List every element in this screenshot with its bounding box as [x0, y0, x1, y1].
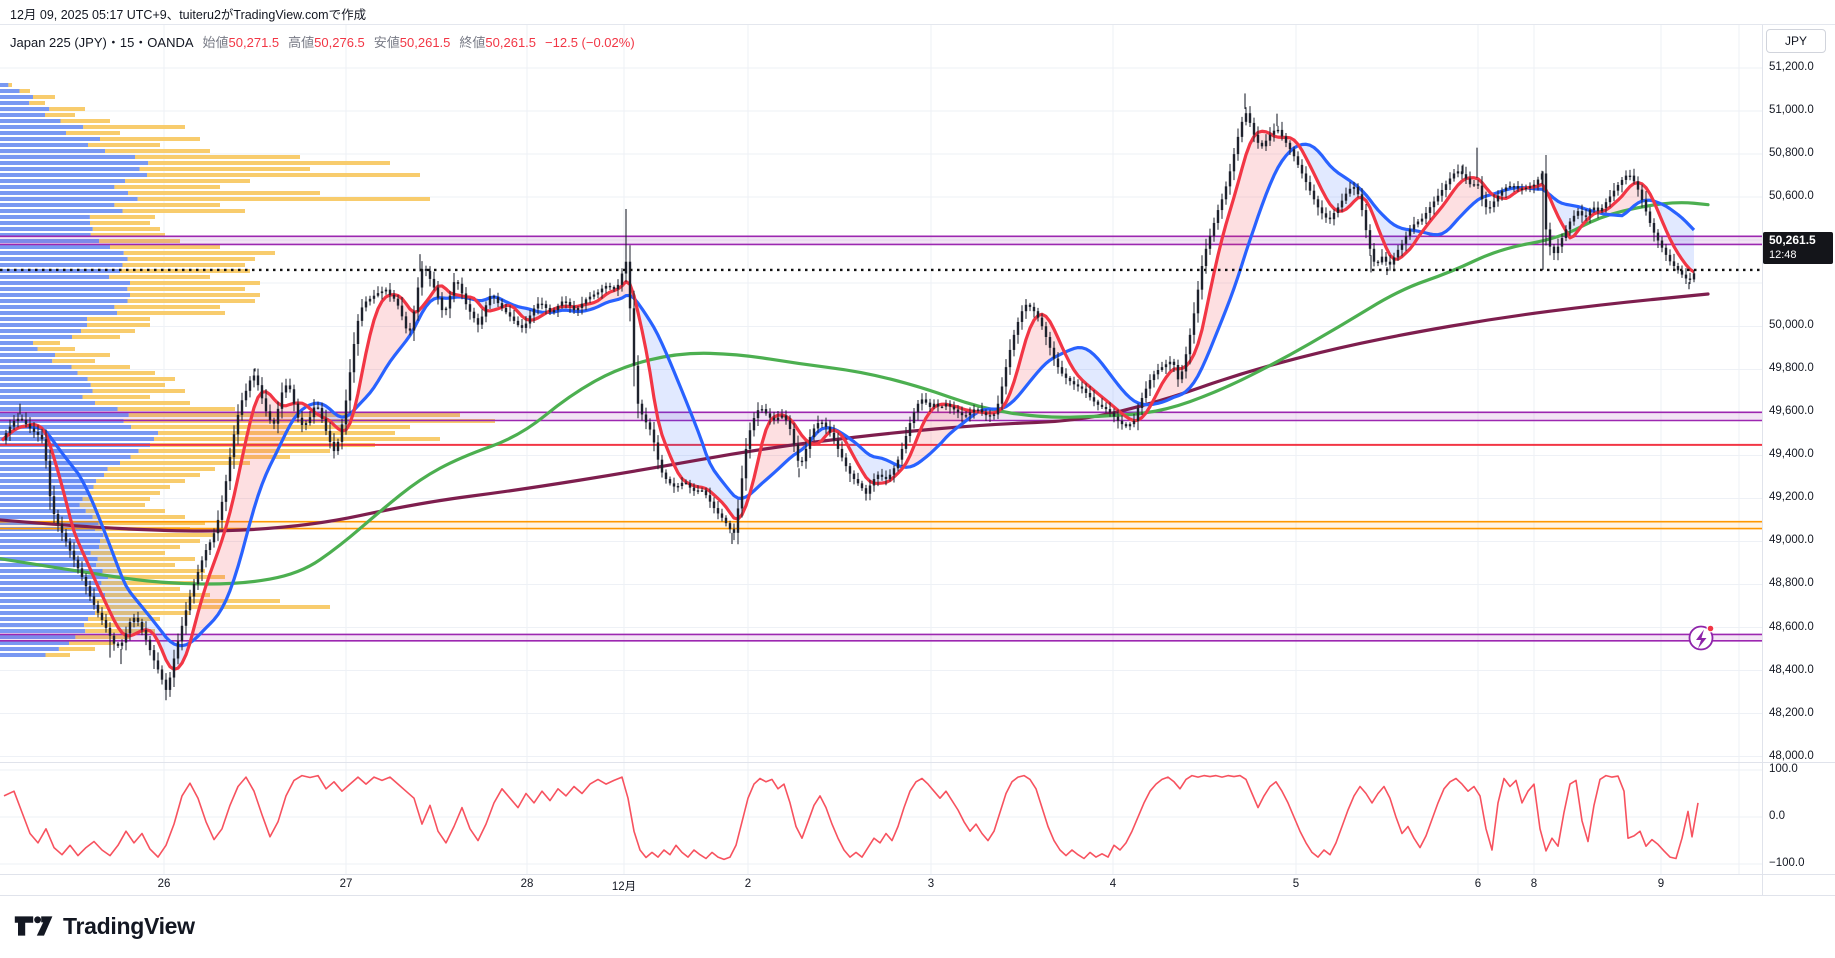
axis-separator — [1762, 25, 1763, 896]
ohlc-close-label: 終値 — [459, 35, 486, 50]
price-axis-label: 48,000.0 — [1769, 749, 1814, 762]
ohlc-open-value: 50,271.5 — [228, 35, 280, 50]
oscillator-axis-label: 100.0 — [1769, 763, 1798, 775]
price-axis-label: 48,200.0 — [1769, 706, 1814, 719]
time-axis-label: 28 — [520, 878, 534, 890]
price-axis-label: 51,000.0 — [1769, 104, 1814, 117]
creation-note: 12月 09, 2025 05:17 UTC+9、tuiteru2がTradin… — [10, 8, 367, 22]
price-axis-label: 49,800.0 — [1769, 362, 1814, 375]
time-axis-label: 4 — [1109, 878, 1117, 890]
price-levels — [0, 235, 1762, 642]
moving-averages — [0, 129, 1710, 671]
frame-bottom-border — [0, 895, 1835, 896]
ohlc-low-value: 50,261.5 — [399, 35, 451, 50]
symbol-legend[interactable]: Japan 225 (JPY)・15・OANDA 始値50,271.5 高値50,2… — [10, 32, 635, 51]
price-axis-label: 49,000.0 — [1769, 534, 1814, 547]
time-axis-label: 8 — [1530, 878, 1538, 890]
oscillator — [3, 774, 1699, 861]
price-axis-label: 48,400.0 — [1769, 663, 1814, 676]
chart-canvas[interactable] — [0, 25, 1762, 896]
time-axis-label: 12月 — [611, 881, 637, 893]
price-axis-label: 51,200.0 — [1769, 61, 1814, 74]
time-axis-label: 2 — [744, 878, 752, 890]
price-axis-label: 50,600.0 — [1769, 190, 1814, 203]
oscillator-axis-label: −100.0 — [1769, 857, 1805, 870]
price-axis-label: 48,800.0 — [1769, 577, 1814, 590]
symbol-title: Japan 225 (JPY)・15・OANDA — [10, 35, 194, 50]
price-axis-label: 48,600.0 — [1769, 620, 1814, 633]
time-axis-label: 9 — [1657, 878, 1665, 890]
chart-frame: Japan 225 (JPY)・15・OANDA 始値50,271.5 高値50,2… — [0, 24, 1835, 896]
volume-profile — [0, 83, 495, 657]
last-price-tag: 50,261.5 12:48 — [1763, 232, 1833, 264]
oscillator-axis-label: 0.0 — [1769, 810, 1785, 823]
price-axis[interactable]: JPY 51,200.051,000.050,800.050,600.050,4… — [1762, 25, 1835, 896]
currency-badge: JPY — [1766, 29, 1826, 53]
ohlc-close-value: 50,261.5 — [485, 35, 537, 50]
price-axis-label: 50,000.0 — [1769, 319, 1814, 332]
ohlc-open-label: 始値 — [202, 35, 229, 50]
ohlc-low-label: 安値 — [373, 35, 400, 50]
time-axis-label: 27 — [339, 878, 353, 890]
time-axis-border — [0, 874, 1835, 875]
pane-separator[interactable] — [0, 762, 1835, 763]
ohlc-high-value: 50,276.5 — [314, 35, 365, 50]
grid-lines — [0, 25, 1762, 874]
price-axis-label: 49,400.0 — [1769, 448, 1814, 461]
tradingview-logo-mark-icon — [14, 916, 53, 936]
change-value: −12.5 (−0.02%) — [545, 35, 635, 50]
tradingview-logo-text: TradingView — [63, 912, 195, 939]
tradingview-logo[interactable]: TradingView — [14, 912, 195, 940]
quick-order-icon[interactable] — [1688, 624, 1715, 651]
last-price-value: 50,261.5 — [1769, 233, 1816, 247]
ohlc-high-label: 高値 — [288, 35, 315, 50]
price-axis-label: 49,600.0 — [1769, 405, 1814, 418]
last-price-time: 12:48 — [1769, 249, 1797, 261]
time-axis-label: 3 — [927, 878, 935, 890]
price-axis-label: 49,200.0 — [1769, 491, 1814, 504]
candles — [4, 93, 1696, 701]
time-axis-label: 26 — [157, 878, 171, 890]
time-axis-label: 5 — [1292, 878, 1300, 890]
price-axis-label: 50,800.0 — [1769, 147, 1814, 160]
time-axis-label: 6 — [1474, 878, 1482, 890]
